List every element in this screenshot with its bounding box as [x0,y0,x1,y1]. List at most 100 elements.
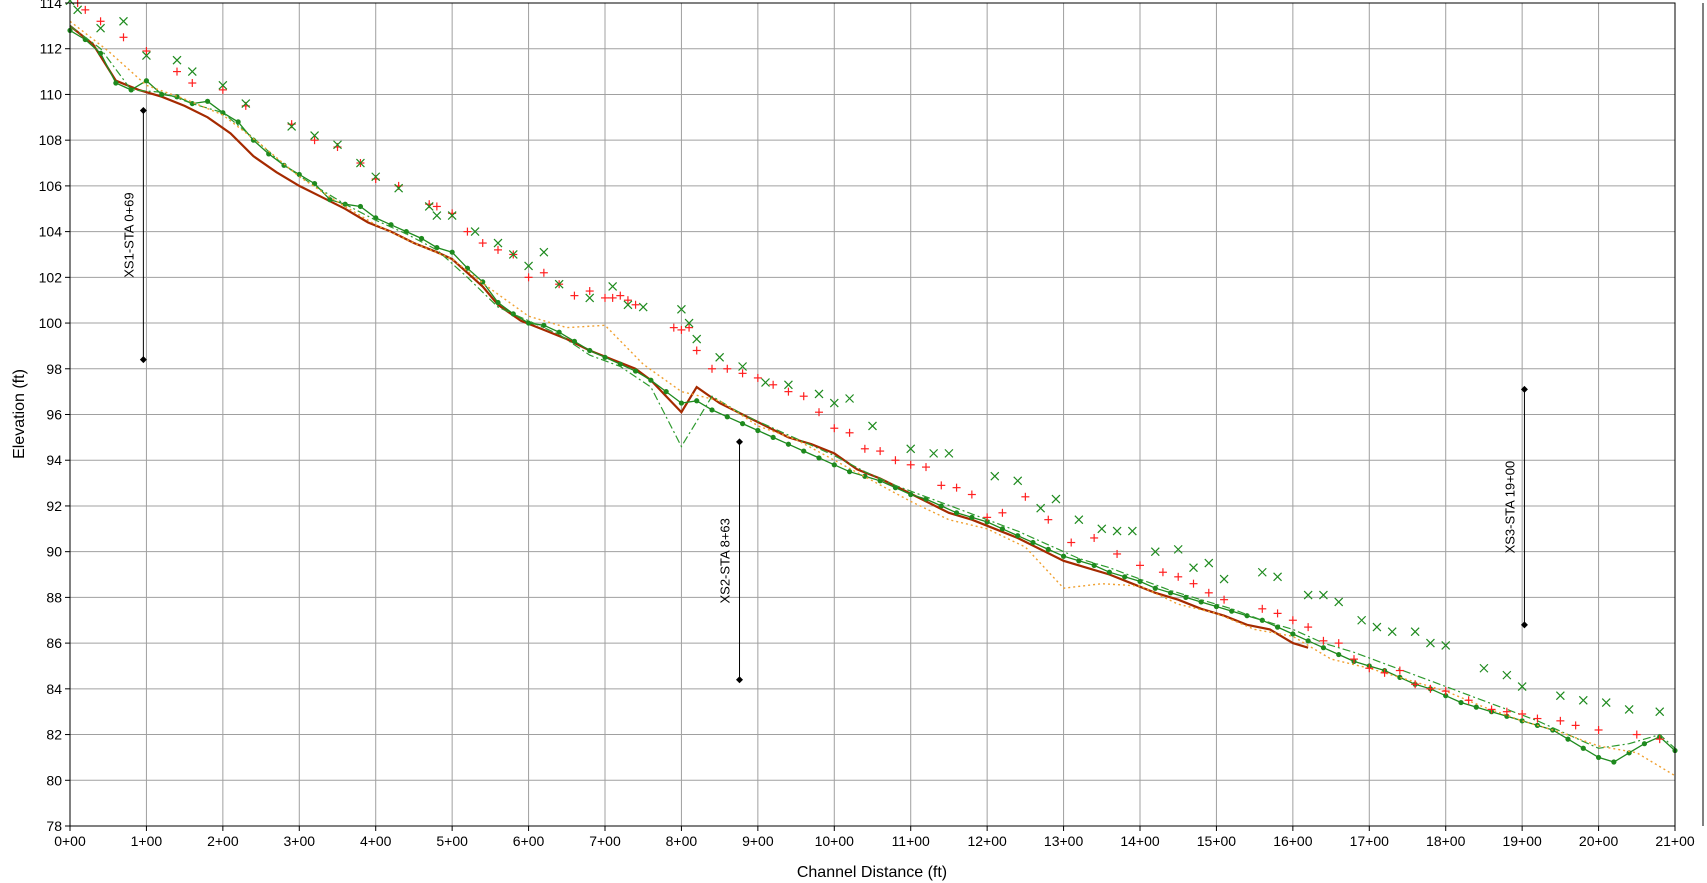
data-point [847,469,852,474]
data-point [1596,755,1601,760]
data-point [648,378,653,383]
y-tick-label: 82 [46,727,62,743]
data-point [1122,574,1127,579]
data-point [1000,526,1005,531]
data-point [939,503,944,508]
x-tick-label: 15+00 [1197,833,1237,849]
data-point [954,510,959,515]
x-tick-label: 12+00 [967,833,1007,849]
data-point [144,78,149,83]
y-tick-label: 80 [46,772,62,788]
data-point [1061,554,1066,559]
y-tick-label: 96 [46,407,62,423]
x-tick-label: 20+00 [1579,833,1619,849]
y-tick-label: 100 [39,315,63,331]
data-point [113,80,118,85]
data-point [1107,570,1112,575]
x-tick-label: 4+00 [360,833,392,849]
data-point [1458,700,1463,705]
x-tick-label: 19+00 [1502,833,1542,849]
data-point [1336,652,1341,657]
x-tick-label: 11+00 [892,833,930,849]
data-point [327,197,332,202]
x-tick-label: 1+00 [131,833,163,849]
data-point [236,119,241,124]
data-point [450,250,455,255]
y-tick-label: 104 [39,224,63,240]
y-tick-label: 112 [40,41,63,57]
x-tick-label: 21+00 [1655,833,1695,849]
x-tick-label: 13+00 [1044,833,1084,849]
data-point [1076,558,1081,563]
data-point [358,204,363,209]
y-tick-label: 78 [46,818,62,834]
data-point [969,515,974,520]
data-point [816,455,821,460]
x-tick-label: 7+00 [589,833,621,849]
data-point [205,99,210,104]
data-point [725,414,730,419]
y-tick-label: 92 [46,498,62,514]
x-tick-label: 2+00 [207,833,239,849]
data-point [1306,638,1311,643]
data-point [495,300,500,305]
data-point [1290,631,1295,636]
y-tick-label: 106 [39,178,63,194]
data-point [664,389,669,394]
y-tick-label: 90 [46,544,62,560]
data-point [801,448,806,453]
y-axis-title: Elevation (ft) [11,369,28,459]
y-tick-label: 86 [46,635,62,651]
data-point [557,330,562,335]
x-tick-label: 9+00 [742,833,774,849]
data-point [1565,737,1570,742]
x-tick-label: 10+00 [815,833,855,849]
x-axis-ticks: 0+00 1+00 2+00 3+00 4+00 5+00 6+00 7+00 8+00 9+00… [54,826,1695,849]
x-tick-label: 18+00 [1426,833,1466,849]
data-point [908,492,913,497]
x-tick-label: 14+00 [1120,833,1160,849]
data-point [709,407,714,412]
data-point [1015,533,1020,538]
data-point [1642,741,1647,746]
data-point [1153,586,1158,591]
data-point [755,428,760,433]
data-point [679,400,684,405]
y-tick-label: 110 [40,86,63,102]
data-point [832,462,837,467]
data-point [526,320,531,325]
x-axis-title: Channel Distance (ft) [797,864,947,881]
data-point [98,51,103,56]
marker-label: XS2-STA 8+63 [718,518,733,603]
y-tick-label: 98 [46,361,62,377]
data-point [786,442,791,447]
data-point [1611,759,1616,764]
data-point [587,348,592,353]
x-tick-label: 8+00 [666,833,698,849]
data-point [1321,645,1326,650]
y-tick-label: 102 [39,269,63,285]
x-tick-label: 0+00 [54,833,86,849]
y-tick-label: 108 [39,132,63,148]
y-tick-label: 88 [46,589,62,605]
data-point [1581,746,1586,751]
x-tick-label: 16+00 [1273,833,1313,849]
x-tick-label: 17+00 [1350,833,1390,849]
y-tick-label: 84 [46,681,62,697]
data-point [1046,547,1051,552]
marker-label: XS3-STA 19+00 [1502,461,1517,554]
data-point [1092,563,1097,568]
data-point [602,355,607,360]
x-tick-label: 5+00 [436,833,468,849]
data-point [1030,540,1035,545]
data-point [633,368,638,373]
data-point [771,435,776,440]
x-tick-label: 6+00 [513,833,545,849]
y-axis-ticks: 78 80 82 84 86 88 90 92 94 96 98 100 102 104 106 108 110… [39,0,70,834]
data-point [694,398,699,403]
x-tick-label: 3+00 [284,833,316,849]
data-point [740,421,745,426]
data-point [572,339,577,344]
y-tick-label: 94 [46,452,62,468]
